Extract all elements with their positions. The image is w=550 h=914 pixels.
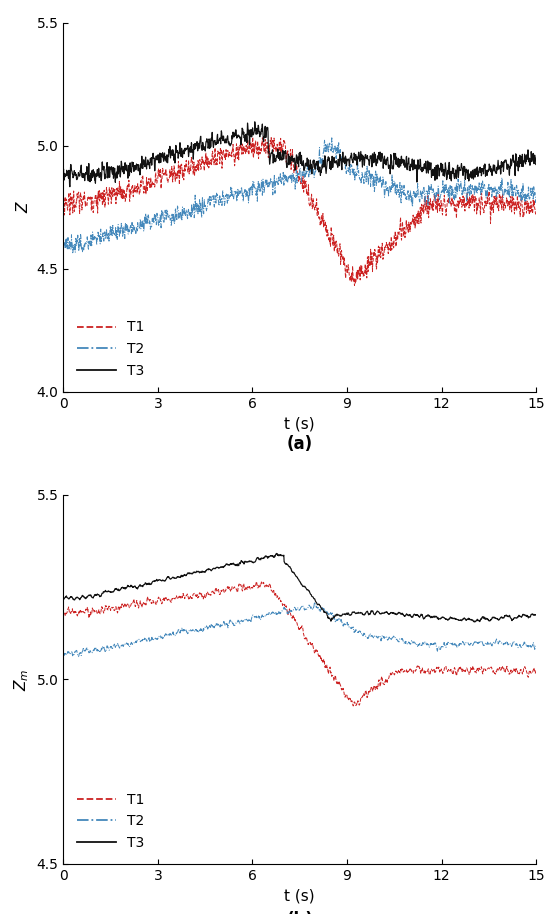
T3 xyxy=(533,158,540,169)
T3 xyxy=(116,160,123,171)
Line: T3: T3 xyxy=(63,122,536,186)
Y-axis label: Z: Z xyxy=(16,202,31,212)
T2 xyxy=(271,609,277,620)
T1 xyxy=(271,588,277,599)
T2 xyxy=(116,231,123,242)
T3 xyxy=(261,553,267,564)
T1 xyxy=(533,664,540,675)
X-axis label: t (s): t (s) xyxy=(284,416,315,431)
T3 xyxy=(330,159,337,170)
T3 xyxy=(271,153,278,164)
X-axis label: t (s): t (s) xyxy=(284,888,315,903)
T3 xyxy=(279,550,286,561)
T2 xyxy=(271,176,277,187)
T1 xyxy=(97,196,103,207)
T1 xyxy=(329,670,336,681)
T2 xyxy=(116,643,123,654)
T3 xyxy=(67,181,73,192)
T2 xyxy=(330,148,337,159)
T1 xyxy=(271,133,277,143)
T3 xyxy=(60,165,67,176)
T1 xyxy=(253,576,260,587)
T2 xyxy=(330,611,337,622)
T2 xyxy=(533,641,540,652)
T1 xyxy=(60,610,67,621)
T2 xyxy=(60,648,67,659)
T3 xyxy=(273,547,280,558)
T2 xyxy=(328,133,335,143)
T3 xyxy=(271,551,277,562)
T3 xyxy=(471,617,478,628)
T2 xyxy=(97,646,103,657)
T1 xyxy=(350,700,356,711)
T1 xyxy=(261,580,267,591)
Line: T2: T2 xyxy=(63,603,536,656)
T1 xyxy=(116,185,123,196)
T1 xyxy=(97,607,103,618)
T3 xyxy=(116,585,123,596)
Y-axis label: $Z_m$: $Z_m$ xyxy=(12,668,31,691)
T3 xyxy=(60,593,67,604)
T1 xyxy=(279,145,286,156)
T2 xyxy=(279,605,286,616)
T2 xyxy=(279,174,286,185)
T3 xyxy=(97,169,103,180)
T1 xyxy=(351,280,358,291)
T3 xyxy=(329,613,336,624)
T1 xyxy=(60,194,67,205)
T2 xyxy=(261,186,267,197)
T3 xyxy=(533,609,540,620)
T2 xyxy=(533,193,540,204)
T1 xyxy=(533,206,540,217)
Legend: T1, T2, T3: T1, T2, T3 xyxy=(70,786,151,856)
T3 xyxy=(261,131,268,142)
T1 xyxy=(261,146,267,157)
Text: (a): (a) xyxy=(287,435,313,452)
T1 xyxy=(116,601,123,612)
Line: T1: T1 xyxy=(63,137,536,285)
T1 xyxy=(329,239,336,250)
T3 xyxy=(279,145,286,156)
Line: T3: T3 xyxy=(63,553,536,622)
T2 xyxy=(261,611,267,622)
T1 xyxy=(279,600,286,611)
T3 xyxy=(251,116,258,127)
T3 xyxy=(97,591,103,602)
Legend: T1, T2, T3: T1, T2, T3 xyxy=(70,314,151,385)
T2 xyxy=(75,651,82,662)
T2 xyxy=(97,239,103,250)
T2 xyxy=(60,242,67,253)
T2 xyxy=(311,598,318,609)
Line: T1: T1 xyxy=(63,581,536,706)
Line: T2: T2 xyxy=(63,138,536,253)
T2 xyxy=(69,248,76,259)
Text: (b): (b) xyxy=(287,910,313,914)
T1 xyxy=(249,132,256,143)
